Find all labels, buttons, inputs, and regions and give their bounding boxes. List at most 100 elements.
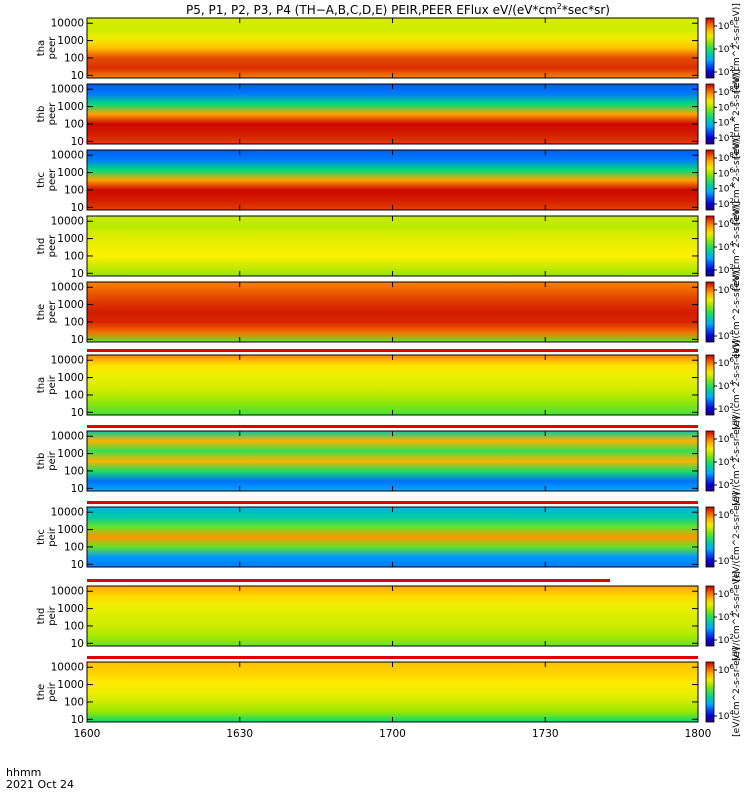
- quality-flag-bar: [87, 656, 698, 659]
- colorbar-tick-label: 108: [718, 85, 734, 98]
- y-tick-label: 100: [64, 250, 84, 262]
- y-tick-label: 10000: [51, 282, 84, 294]
- colorbar-tick-base: 10: [718, 590, 730, 600]
- colorbar-tick-exponent: 4: [729, 610, 734, 618]
- colorbar-tick-base: 10: [718, 45, 730, 55]
- chart-title: P5, P1, P2, P3, P4 (TH−A,B,C,D,E) PEIR,P…: [186, 2, 610, 17]
- x-tick-label: 1700: [379, 728, 406, 740]
- colorbar-tick-label: 104: [718, 379, 734, 392]
- y-tick-label: 100: [64, 184, 84, 196]
- colorbar-tick-label: 102: [718, 131, 734, 144]
- spectrogram-field: [87, 84, 698, 144]
- x-tick-label: 1730: [532, 728, 559, 740]
- colorbar-tick-label: 104: [718, 116, 734, 129]
- x-tick-label: 1800: [685, 728, 712, 740]
- y-tick-label: 100: [64, 620, 84, 632]
- colorbar-tick-base: 10: [718, 405, 730, 415]
- spectrogram-field: [87, 282, 698, 342]
- colorbar-tick-exponent: 4: [729, 42, 734, 50]
- panel-probe-label: the: [36, 304, 47, 320]
- colorbar-unit-label: [eV/(cm^2-s-sr-eV)]: [732, 3, 742, 93]
- y-tick-label: 10000: [51, 84, 84, 96]
- y-tick-label: 100: [64, 316, 84, 328]
- y-tick-label: 1000: [57, 372, 84, 384]
- panel-probe-label: thd: [36, 238, 47, 255]
- colorbar-unit-label: [eV/(cm^2-s-sr-eV)]: [732, 267, 742, 357]
- colorbar-tick-label: 106: [718, 166, 734, 179]
- panel-probe-label: thc: [36, 529, 47, 545]
- y-tick-label: 10000: [51, 18, 84, 30]
- colorbar: [705, 661, 715, 723]
- colorbar-tick-exponent: 2: [729, 402, 733, 410]
- colorbar-tick-exponent: 6: [729, 217, 734, 225]
- colorbar-tick-base: 10: [718, 511, 730, 521]
- title-superscript: 2: [557, 2, 562, 11]
- colorbar-tick-base: 10: [718, 382, 730, 392]
- colorbar-unit-label: [eV/(cm^2-s-sr-eV)]: [732, 647, 742, 737]
- y-tick-label: 10000: [51, 662, 84, 674]
- colorbar-tick-label: 104: [718, 610, 734, 623]
- time-axis: 1600 1630 1700 1730 1800: [74, 18, 712, 740]
- colorbar-tick-label: 104: [718, 455, 734, 468]
- colorbar-tick-exponent: 4: [729, 455, 734, 463]
- colorbar-tick-base: 10: [718, 119, 730, 129]
- y-tick-label: 1000: [57, 448, 84, 460]
- colorbar-tick-base: 10: [718, 200, 730, 210]
- colorbar-tick-base: 10: [718, 154, 730, 164]
- colorbar: [705, 585, 715, 647]
- colorbar-tick-exponent: 6: [729, 283, 734, 291]
- quality-flag-bar: [87, 501, 698, 504]
- colorbar: [705, 17, 715, 79]
- y-tick-label: 10000: [51, 586, 84, 598]
- y-tick-label: 10000: [51, 355, 84, 367]
- colorbar-unit-label: [eV/(cm^2-s-sr-eV)]: [732, 340, 742, 430]
- spectrogram-field: [87, 150, 698, 210]
- panel-species-label: peir: [47, 605, 58, 625]
- panel-species-label: peir: [47, 450, 58, 470]
- panel-species-label: peir: [47, 374, 58, 394]
- quality-flag-bar: [87, 349, 698, 352]
- colorbar-tick-base: 10: [718, 88, 730, 98]
- y-tick-label: 1000: [57, 167, 84, 179]
- y-tick-label: 1000: [57, 524, 84, 536]
- y-tick-label: 1000: [57, 233, 84, 245]
- y-tick-label: 100: [64, 389, 84, 401]
- colorbar-unit-label: [eV/(cm^2-s-sr-eV)]: [732, 201, 742, 291]
- panel-probe-label: thd: [36, 608, 47, 625]
- colorbar-tick-label: 106: [718, 19, 734, 32]
- spectrogram-field: [87, 216, 698, 276]
- colorbar-tick-exponent: 4: [729, 329, 734, 337]
- panel-species-label: peer: [47, 36, 58, 60]
- y-tick-label: 10000: [51, 216, 84, 228]
- colorbar-tick-exponent: 4: [729, 116, 734, 124]
- y-tick-label: 1000: [57, 35, 84, 47]
- colorbar: [705, 281, 715, 343]
- spectrogram-field: [87, 662, 698, 722]
- y-tick-label: 10000: [51, 507, 84, 519]
- colorbar-tick-label: 104: [718, 42, 734, 55]
- colorbar-tick-base: 10: [718, 103, 730, 113]
- panel-species-label: peer: [47, 168, 58, 192]
- colorbar-tick-exponent: 8: [729, 85, 733, 93]
- y-tick-label: 10: [71, 334, 84, 346]
- x-tick-label: 1630: [226, 728, 253, 740]
- panel-species-label: peer: [47, 102, 58, 126]
- colorbar-tick-label: 106: [718, 587, 734, 600]
- y-tick-label: 10: [71, 559, 84, 571]
- y-tick-label: 10000: [51, 431, 84, 443]
- colorbar-tick-exponent: 8: [729, 151, 733, 159]
- colorbar-tick-base: 10: [718, 359, 730, 369]
- colorbar-tick-base: 10: [718, 243, 730, 253]
- colorbar-unit-label: [eV/(cm^2-s-sr-eV)]: [732, 135, 742, 225]
- panel-probe-label: thc: [36, 172, 47, 188]
- colorbar-tick-base: 10: [718, 68, 730, 78]
- colorbar-tick-exponent: 6: [729, 166, 734, 174]
- colorbar-tick-exponent: 2: [729, 478, 733, 486]
